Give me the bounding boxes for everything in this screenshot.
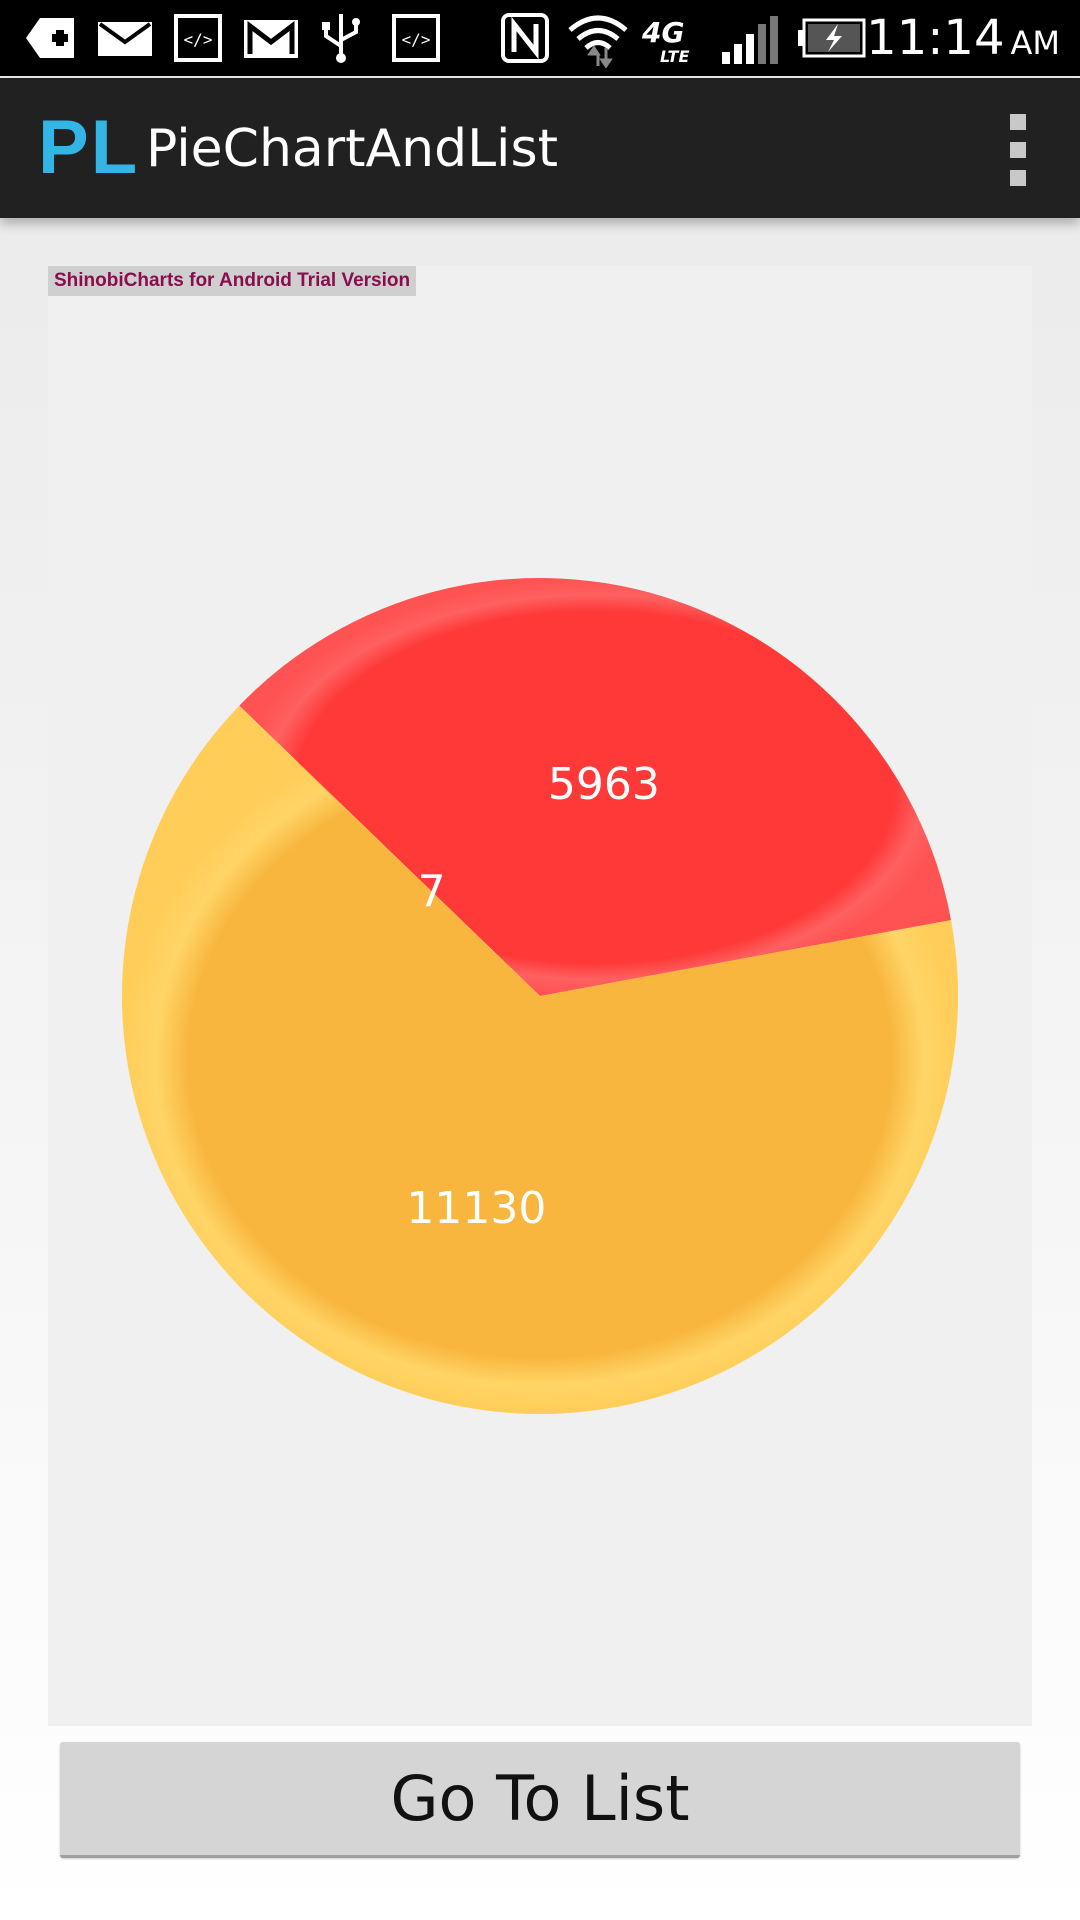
pie-slice-label-7: 7: [418, 867, 446, 918]
pie-slice-5963: [239, 578, 952, 996]
clock-time: 11:14: [866, 10, 1005, 66]
code-icon: </>: [390, 12, 442, 64]
overflow-dot-icon: [1010, 142, 1026, 158]
email-icon: [96, 12, 154, 64]
lte-signal-icon: 4G LTE: [640, 12, 780, 66]
svg-text:</>: </>: [184, 30, 213, 49]
app-logo: PL: [38, 105, 140, 190]
trial-watermark: ShinobiCharts for Android Trial Version: [48, 266, 417, 296]
pie-slice-label-11130: 11130: [406, 1183, 546, 1234]
wifi-icon: [566, 12, 630, 68]
code-icon: </>: [172, 12, 224, 64]
battery-charging-icon: [796, 12, 868, 64]
gmail-icon: [242, 12, 300, 64]
network-sub-label: LTE: [660, 47, 689, 66]
overflow-dot-icon: [1010, 114, 1026, 130]
app-title: PieChartAndList: [146, 119, 558, 179]
action-bar: PL PieChartAndList: [0, 78, 1080, 218]
nfc-icon: [500, 12, 550, 64]
overflow-menu-button[interactable]: [996, 114, 1040, 186]
network-label: 4G: [641, 16, 684, 49]
go-to-list-button[interactable]: Go To List: [60, 1742, 1020, 1858]
add-notification-icon: [26, 12, 76, 64]
usb-icon: [318, 12, 364, 64]
clock-ampm: AM: [1010, 24, 1061, 62]
pie-chart-card: 5963 11130 7 ShinobiCharts for Android Tri…: [48, 266, 1032, 1726]
pie-slice-label-5963: 5963: [548, 759, 660, 810]
pie-slice-11130: [121, 706, 959, 1415]
status-clock: 11:14 AM: [866, 8, 1060, 68]
svg-text:</>: </>: [402, 30, 431, 49]
pie-slice-7: [238, 705, 540, 996]
status-bar: </> </>: [0, 0, 1080, 76]
overflow-dot-icon: [1010, 170, 1026, 186]
pie-chart: 5963 11130 7: [121, 578, 959, 1415]
